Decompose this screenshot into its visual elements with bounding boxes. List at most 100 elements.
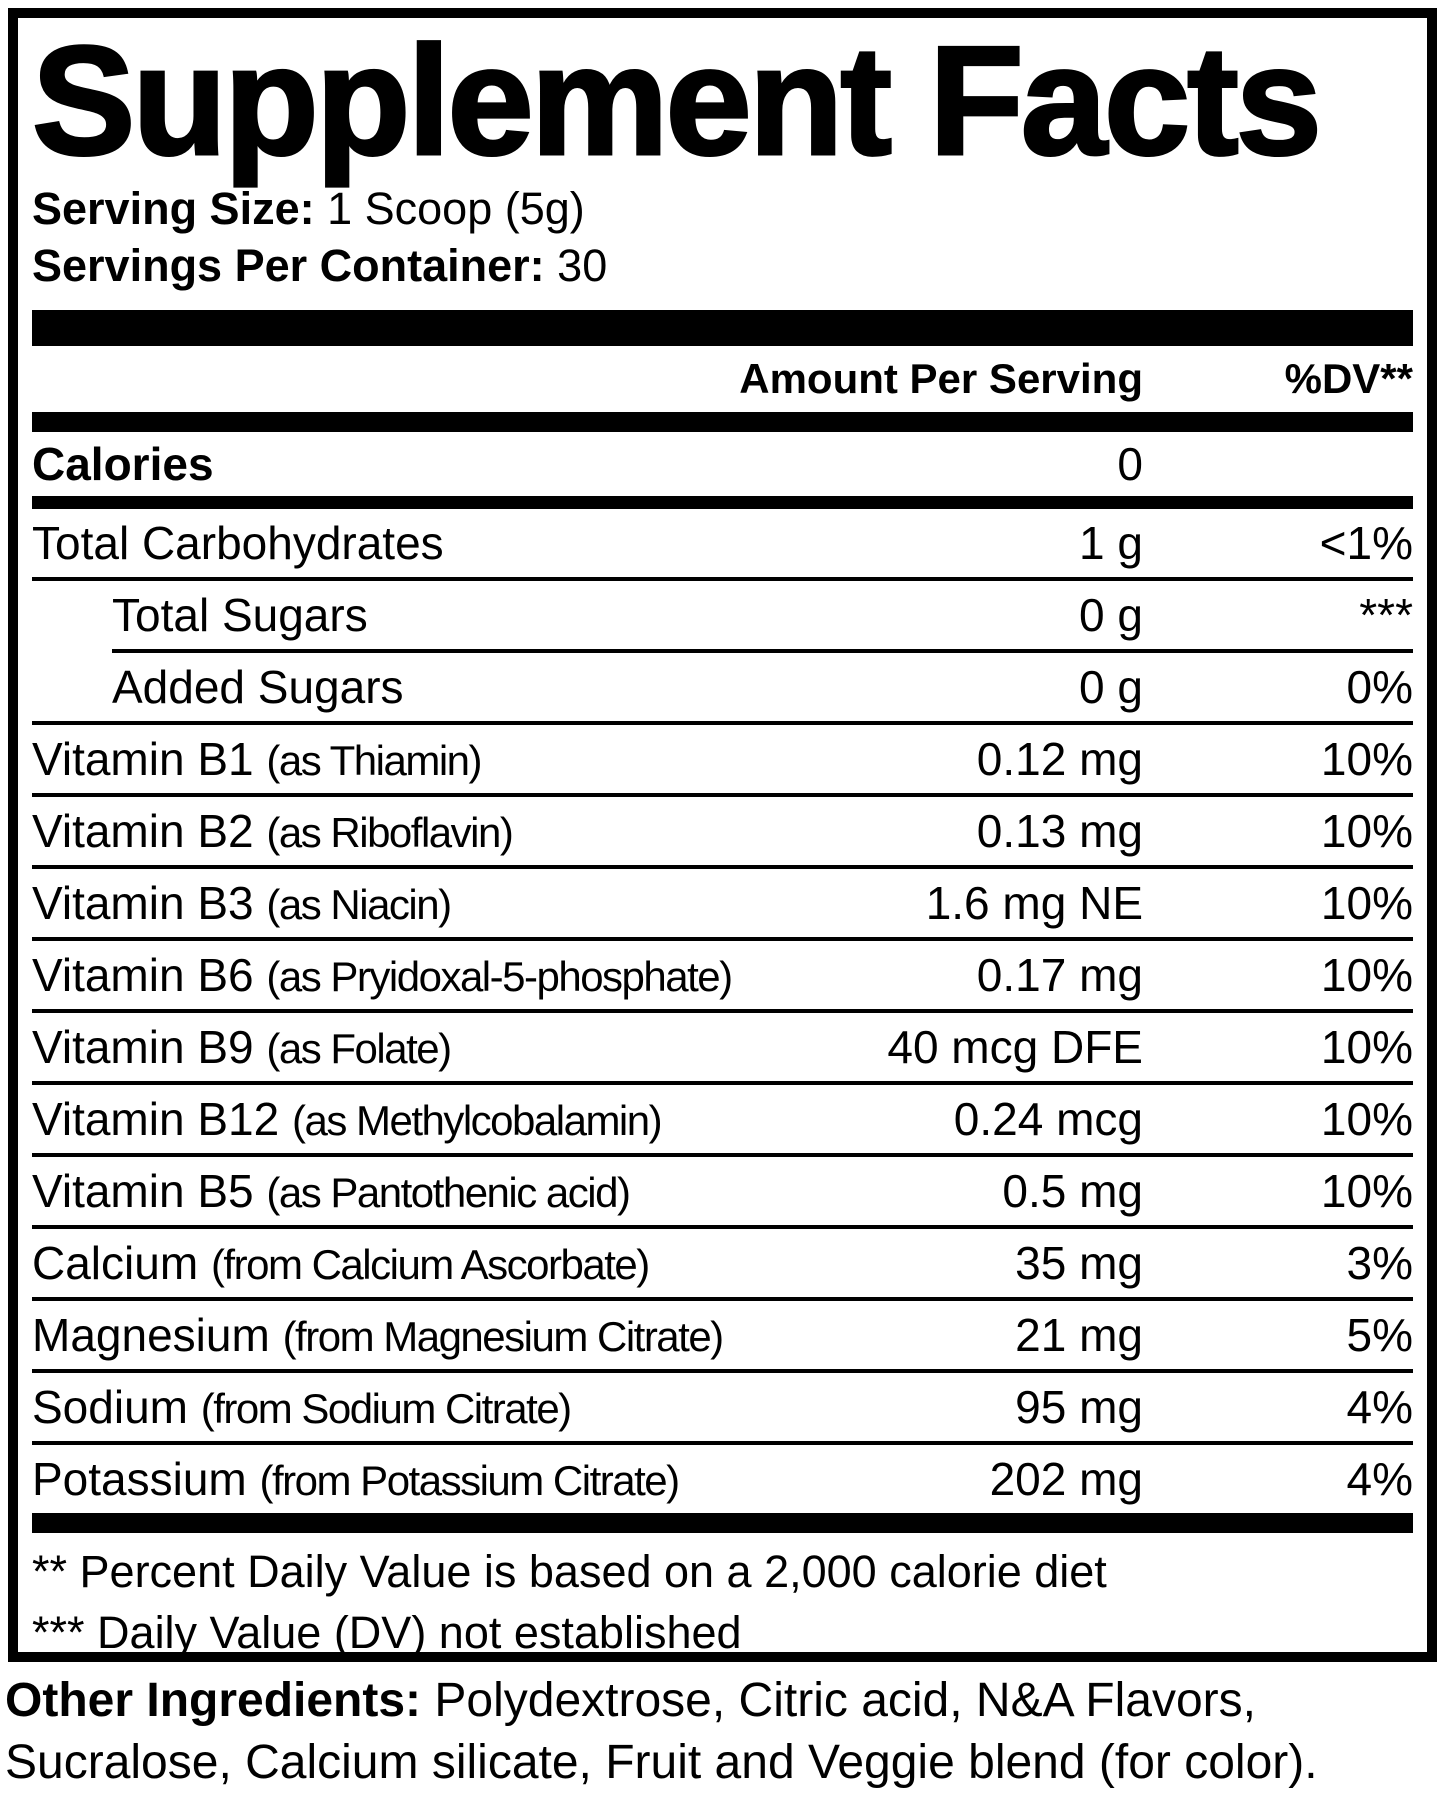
nutrient-amount: 35 mg [1015, 1237, 1143, 1290]
nutrient-amount: 202 mg [989, 1453, 1143, 1506]
nutrient-amount: 40 mcg DFE [887, 1021, 1143, 1074]
nutrient-amount: 0.13 mg [976, 805, 1143, 858]
nutrient-amount: 0.12 mg [976, 733, 1143, 786]
nutrient-source: (as Niacin) [266, 881, 452, 929]
serving-size-row: Serving Size: 1 Scoop (5g) [32, 180, 1413, 237]
nutrient-amount: 95 mg [1015, 1381, 1143, 1434]
footnotes-section: ** Percent Daily Value is based on a 2,0… [32, 1533, 1413, 1663]
other-ingredients-text-1: Polydextrose, Citric acid, N&A Flavors, [434, 1674, 1256, 1727]
nutrient-dv: 10% [1320, 1093, 1413, 1146]
thick-divider-footnotes [32, 1513, 1413, 1534]
nutrient-dv: 10% [1320, 1165, 1413, 1218]
supplement-facts-label: Supplement Facts Serving Size: 1 Scoop (… [8, 8, 1437, 1662]
amount-column-header: Amount Per Serving [739, 355, 1143, 403]
row-separator [32, 1009, 1413, 1014]
nutrient-amount: 0 g [1079, 661, 1143, 714]
nutrient-dv: 10% [1320, 877, 1413, 930]
row-separator-indented [112, 649, 1413, 654]
dv-column-header: %DV** [1284, 355, 1413, 403]
table-row-vitamin-b12: Vitamin B12 (as Methylcobalamin) 0.24 mc… [32, 1085, 1413, 1153]
table-row-calcium: Calcium (from Calcium Ascorbate) 35 mg 3… [32, 1229, 1413, 1297]
table-row-vitamin-b9: Vitamin B9 (as Folate) 40 mcg DFE 10% [32, 1013, 1413, 1081]
other-ingredients-label: Other Ingredients: [5, 1674, 422, 1727]
nutrient-name: Calcium [32, 1237, 199, 1290]
table-row-vitamin-b3: Vitamin B3 (as Niacin) 1.6 mg NE 10% [32, 869, 1413, 937]
nutrient-dv: 10% [1320, 733, 1413, 786]
nutrient-dv: 0% [1346, 661, 1413, 714]
nutrient-dv: <1% [1319, 517, 1413, 570]
nutrient-source: (as Riboflavin) [266, 809, 513, 857]
nutrient-dv: 10% [1320, 949, 1413, 1002]
nutrient-amount: 0 g [1079, 589, 1143, 642]
nutrient-source: (from Potassium Citrate) [259, 1457, 681, 1505]
nutrient-dv: 5% [1346, 1309, 1413, 1362]
servings-per-container-row: Servings Per Container: 30 [32, 237, 1413, 294]
nutrient-amount: 1.6 mg NE [925, 877, 1143, 930]
nutrient-source: (from Sodium Citrate) [200, 1385, 572, 1433]
serving-size-value: 1 Scoop (5g) [327, 183, 585, 235]
nutrient-amount: 0.17 mg [976, 949, 1143, 1002]
nutrient-dv: 4% [1346, 1453, 1413, 1506]
footnote-dv-basis: ** Percent Daily Value is based on a 2,0… [32, 1546, 1107, 1598]
nutrient-dv: 10% [1320, 1021, 1413, 1074]
nutrient-name: Vitamin B5 [32, 1165, 254, 1218]
nutrient-amount: 0.5 mg [1002, 1165, 1143, 1218]
nutrient-name: Total Carbohydrates [32, 517, 444, 570]
nutrient-dv: 10% [1320, 805, 1413, 858]
row-separator [32, 1153, 1413, 1158]
servings-per-container-value: 30 [557, 240, 608, 292]
other-ingredients-line-1: Other Ingredients: Polydextrose, Citric … [5, 1670, 1441, 1732]
nutrient-name: Vitamin B1 [32, 733, 254, 786]
table-row-magnesium: Magnesium (from Magnesium Citrate) 21 mg… [32, 1301, 1413, 1369]
row-separator [32, 577, 1413, 582]
nutrient-name: Vitamin B3 [32, 877, 254, 930]
nutrient-amount: 21 mg [1015, 1309, 1143, 1362]
nutrient-dv: *** [1359, 589, 1413, 642]
nutrient-name: Vitamin B2 [32, 805, 254, 858]
nutrient-amount: 0.24 mcg [953, 1093, 1143, 1146]
nutrient-source: (as Methylcobalamin) [291, 1097, 663, 1145]
nutrient-name: Added Sugars [112, 661, 404, 714]
nutrient-source: (as Folate) [266, 1025, 452, 1073]
row-separator [32, 1369, 1413, 1374]
nutrient-amount: 0 [1117, 438, 1143, 491]
table-row-vitamin-b1: Vitamin B1 (as Thiamin) 0.12 mg 10% [32, 725, 1413, 793]
nutrient-source: (as Pantothenic acid) [266, 1169, 631, 1217]
other-ingredients-line-2: Sucralose, Calcium silicate, Fruit and V… [5, 1732, 1441, 1794]
table-row-vitamin-b2: Vitamin B2 (as Riboflavin) 0.13 mg 10% [32, 797, 1413, 865]
table-row-sodium: Sodium (from Sodium Citrate) 95 mg 4% [32, 1373, 1413, 1441]
thick-divider-top [32, 310, 1413, 347]
footnote-dv-not-established: *** Daily Value (DV) not established [32, 1607, 742, 1659]
nutrient-name: Potassium [32, 1453, 247, 1506]
calories-row: Calories 0 [32, 432, 1413, 496]
table-row-total-sugars: Total Sugars 0 g *** [32, 581, 1413, 649]
row-separator [32, 937, 1413, 942]
nutrient-name: Calories [32, 438, 214, 491]
nutrient-name: Vitamin B6 [32, 949, 254, 1002]
serving-size-label: Serving Size: [32, 183, 315, 235]
row-separator [32, 721, 1413, 726]
table-row-total-carbohydrates: Total Carbohydrates 1 g <1% [32, 509, 1413, 577]
table-row-vitamin-b6: Vitamin B6 (as Pryidoxal-5-phosphate) 0.… [32, 941, 1413, 1009]
table-row-added-sugars: Added Sugars 0 g 0% [32, 653, 1413, 721]
row-separator [32, 1441, 1413, 1446]
nutrient-dv: 4% [1346, 1381, 1413, 1434]
row-separator [32, 1297, 1413, 1302]
other-ingredients-section: Other Ingredients: Polydextrose, Citric … [5, 1670, 1441, 1794]
nutrient-dv: 3% [1346, 1237, 1413, 1290]
nutrient-name: Sodium [32, 1381, 188, 1434]
nutrient-amount: 1 g [1079, 517, 1143, 570]
thick-divider-header [32, 412, 1413, 433]
nutrient-source: (as Pryidoxal-5-phosphate) [266, 953, 733, 1001]
nutrient-source: (as Thiamin) [266, 737, 482, 785]
row-separator [32, 793, 1413, 798]
nutrient-name: Magnesium [32, 1309, 270, 1362]
table-row-potassium: Potassium (from Potassium Citrate) 202 m… [32, 1445, 1413, 1513]
row-separator [32, 865, 1413, 870]
column-header-row: Amount Per Serving %DV** [32, 346, 1413, 412]
other-ingredients-text-2: Sucralose, Calcium silicate, Fruit and V… [5, 1736, 1318, 1789]
row-separator [32, 1081, 1413, 1086]
medium-divider-calories [32, 496, 1413, 510]
servings-per-container-label: Servings Per Container: [32, 240, 545, 292]
table-row-vitamin-b5: Vitamin B5 (as Pantothenic acid) 0.5 mg … [32, 1157, 1413, 1225]
